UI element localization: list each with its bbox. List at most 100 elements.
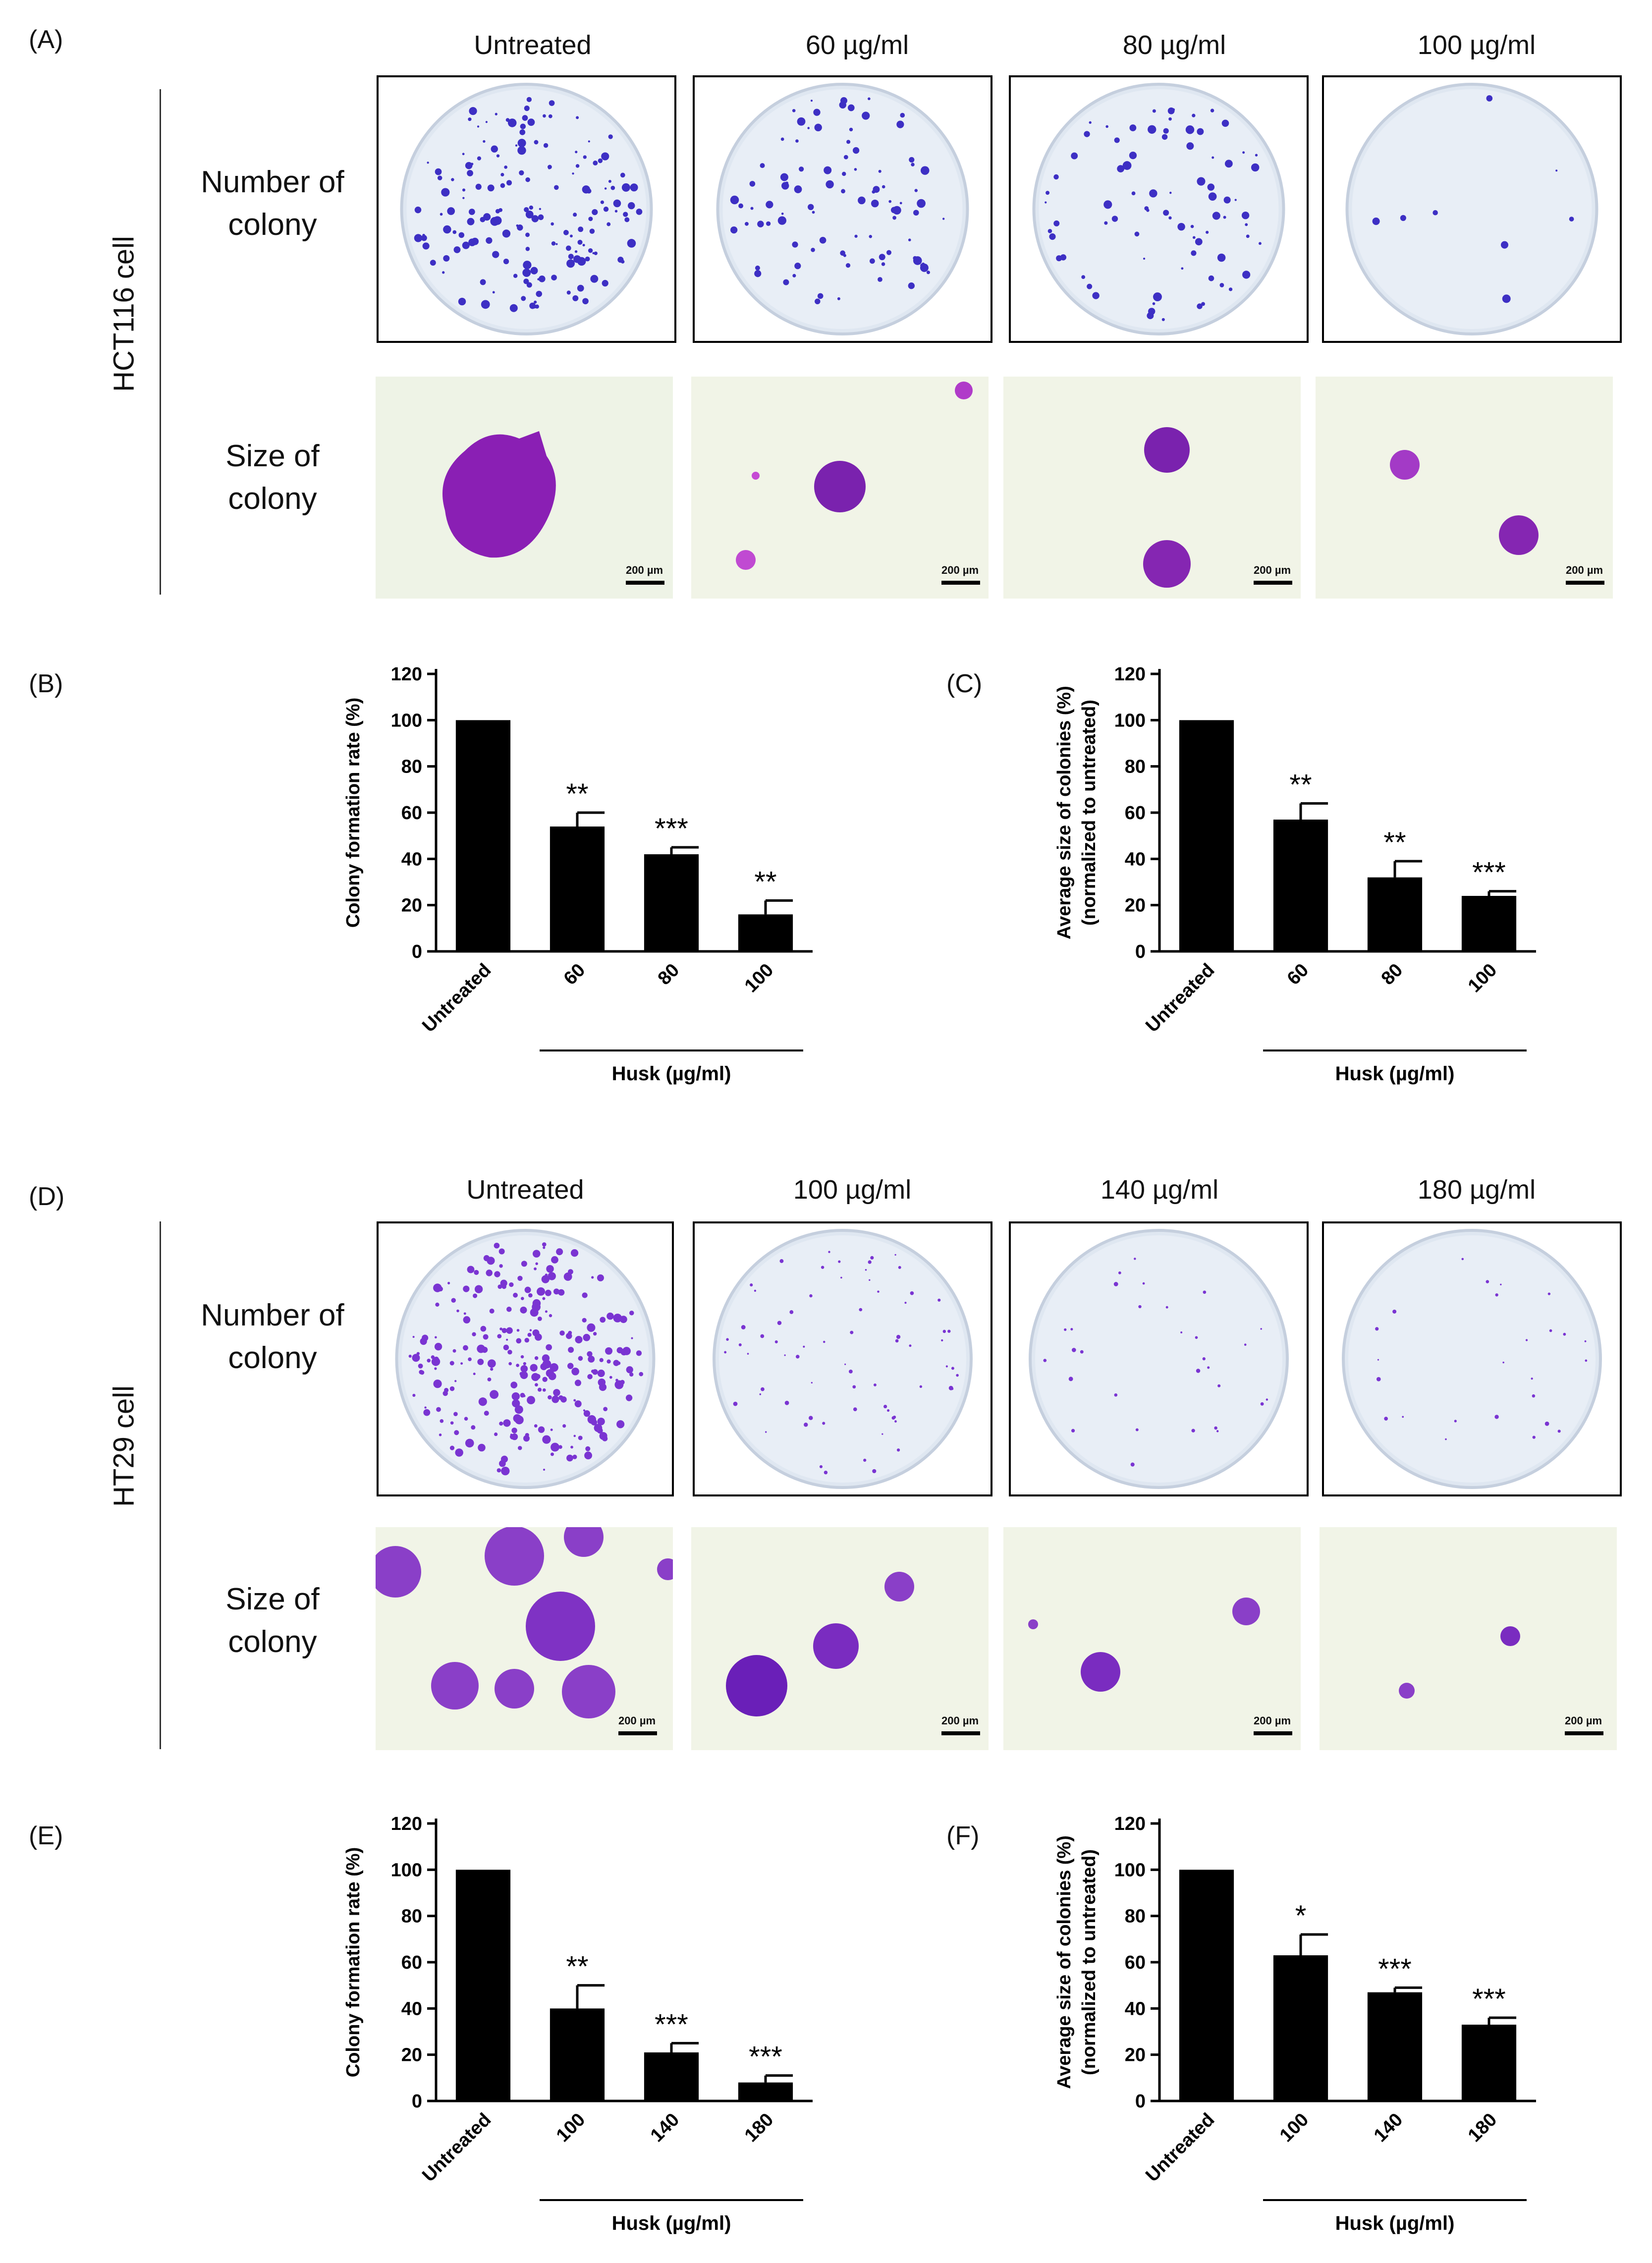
y-tick-label: 0 [1135,941,1146,962]
x-tick-label: Untreated [1142,960,1218,1037]
y-axis-label: (normalized to untreated) [1079,1849,1100,2075]
dish-image [377,75,676,343]
y-tick-label: 0 [412,2091,422,2112]
section-divider [160,89,161,595]
bar [1367,877,1423,951]
bar [1367,1992,1423,2101]
y-tick-label: 80 [401,1906,422,1927]
bar [738,2082,793,2101]
significance-label: ** [754,866,776,898]
column-header: 140 µg/ml [1100,1175,1219,1205]
y-tick-label: 100 [391,710,422,731]
x-tick-label: 100 [1276,2109,1313,2147]
significance-label: *** [1378,1953,1412,1985]
micrograph-image: 200 µm [376,377,673,599]
significance-label: * [1295,1900,1307,1932]
y-axis-label: Colony formation rate (%) [343,698,364,928]
micrograph-image: 200 µm [691,1527,989,1750]
y-tick-label: 40 [401,849,422,870]
x-tick-label: 140 [1370,2109,1407,2147]
x-tick-label: Untreated [418,960,495,1037]
x-group-label: Husk (µg/ml) [1335,2212,1455,2234]
bar [455,720,511,951]
y-tick-label: 40 [1125,1998,1146,2019]
y-tick-label: 120 [391,664,422,685]
y-tick-label: 120 [391,1814,422,1834]
y-tick-label: 60 [401,1952,422,1973]
micrograph-image: 200 µm [370,1517,679,1750]
y-tick-label: 120 [1114,1814,1146,1834]
bar-chart-b: Colony formation rate (%) 0 20 40 60 80 100 120… [343,664,813,1085]
column-header: 180 µg/ml [1417,1175,1536,1205]
significance-label: ** [566,778,588,810]
x-tick-label: 60 [1283,960,1313,990]
x-tick-label: 100 [1464,960,1501,997]
x-tick-label: 140 [647,2109,684,2147]
dish-image [693,1221,992,1496]
y-tick-label: 20 [401,2045,422,2066]
bar [455,1870,511,2101]
y-tick-label: 120 [1114,664,1146,685]
bar-chart-f: Average size of colonies (%) (normalized … [1054,1814,1536,2234]
bar-chart-e: Colony formation rate (%) 0 20 40 60 80 100 120… [343,1814,813,2234]
y-tick-label: 80 [1125,1906,1146,1927]
row-label-size: Size of colony [225,439,320,516]
y-tick-label: 20 [1125,2045,1146,2066]
panel-label-a: (A) [29,25,63,54]
bar [738,914,793,951]
column-header: 100 µg/ml [793,1175,912,1205]
significance-label: *** [655,813,688,845]
significance-label: ** [566,1951,588,1983]
bar [1179,720,1234,951]
x-tick-label: 60 [560,960,590,990]
cell-line-label: HT29 cell [108,1385,140,1507]
dish-image [1009,75,1309,343]
y-axis-label: Average size of colonies (%) [1054,1835,1075,2089]
y-tick-label: 60 [401,803,422,824]
x-tick-label: 80 [1377,960,1407,990]
panel-label-d: (D) [29,1182,65,1211]
significance-label: *** [1472,857,1506,889]
y-tick-label: 100 [391,1860,422,1880]
y-tick-label: 80 [401,757,422,777]
x-tick-label: 180 [741,2109,778,2147]
x-tick-label: 80 [654,960,684,990]
bar [644,854,699,951]
row-label-number: Number of colony [201,165,344,242]
y-tick-label: 20 [401,895,422,916]
x-tick-label: Untreated [418,2109,495,2186]
x-tick-label: Untreated [1142,2109,1218,2186]
cell-line-label: HCT116 cell [108,236,140,392]
y-tick-label: 100 [1114,710,1146,731]
y-axis-label: Colony formation rate (%) [343,1847,364,2077]
dish-image [377,1221,674,1496]
column-header: 80 µg/ml [1122,30,1226,60]
y-tick-label: 20 [1125,895,1146,916]
y-axis-label: Average size of colonies (%) [1054,686,1075,939]
significance-label: *** [655,2008,688,2041]
bar [1273,820,1328,951]
bar [550,2008,605,2101]
x-tick-label: 100 [741,960,778,997]
dish-image [1322,1221,1622,1496]
significance-label: ** [1383,827,1406,859]
dish-image [1009,1221,1309,1496]
y-tick-label: 0 [412,941,422,962]
dish-image [693,75,992,343]
x-group-label: Husk (µg/ml) [1335,1063,1455,1085]
bar [1461,2025,1517,2101]
column-header: 100 µg/ml [1417,30,1536,60]
column-header: Untreated [466,1175,584,1205]
y-tick-label: 0 [1135,2091,1146,2112]
significance-label: *** [1472,1983,1506,2015]
column-header: 60 µg/ml [805,30,909,60]
y-tick-label: 60 [1125,1952,1146,1973]
y-axis-label: (normalized to untreated) [1079,700,1100,926]
micrograph-image: 200 µm [1003,1527,1301,1750]
significance-label: ** [1289,769,1312,801]
bar [1273,1955,1328,2101]
row-label-number: Number of colony [201,1298,344,1375]
micrograph-image: 200 µm [1003,377,1301,599]
y-tick-label: 60 [1125,803,1146,824]
bar [550,827,605,951]
